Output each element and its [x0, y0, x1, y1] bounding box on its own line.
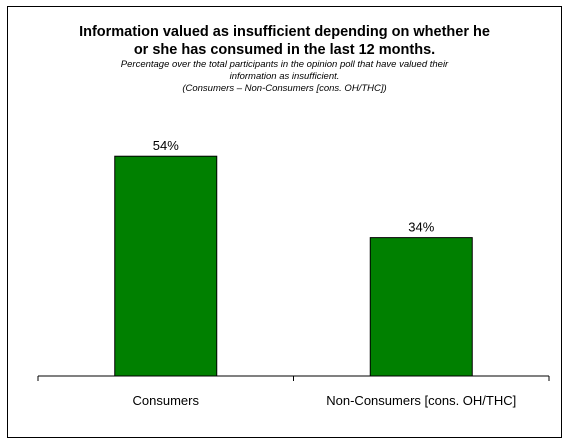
chart-title: Information valued as insufficient depen… — [8, 23, 561, 59]
data-label-0: 54% — [153, 138, 179, 153]
data-label-1: 34% — [408, 220, 434, 235]
category-label-0: Consumers — [133, 393, 200, 408]
data-labels-group: 54% 34% — [153, 138, 435, 234]
chart-subtitle-line-1: Percentage over the total participants i… — [120, 59, 449, 70]
chart-subtitle: Percentage over the total participants i… — [8, 59, 561, 95]
bars-group — [114, 155, 473, 377]
chart-title-line-1: Information valued as insufficient depen… — [79, 24, 490, 40]
chart-title-line-2: or she has consumed in the last 12 month… — [133, 42, 436, 58]
category-label-1: Non-Consumers [cons. OH/THC] — [326, 393, 516, 408]
chart-subtitle-line-3: (Consumers – Non-Consumers [cons. OH/THC… — [182, 83, 387, 94]
bar-0 — [114, 155, 218, 377]
bar-1 — [369, 237, 473, 377]
chart-subtitle-line-2: information as insufficient. — [229, 71, 340, 82]
category-labels-group: Consumers Non-Consumers [cons. OH/THC] — [133, 393, 517, 408]
chart-frame: Information valued as insufficient depen… — [7, 6, 562, 438]
x-axis-ticks — [37, 376, 550, 381]
